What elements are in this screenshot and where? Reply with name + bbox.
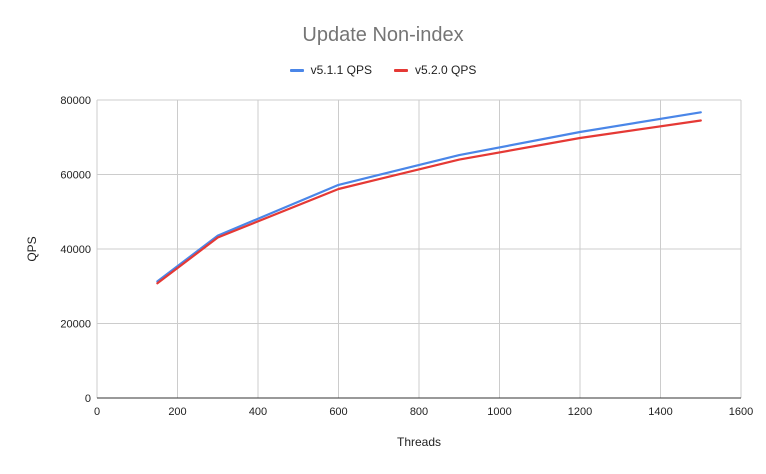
y-axis-title: QPS <box>25 236 39 261</box>
legend-swatch-v511 <box>289 68 304 72</box>
x-tick-label: 600 <box>329 406 347 418</box>
y-tick-label: 40000 <box>60 244 91 256</box>
x-tick-label: 1000 <box>487 406 511 418</box>
legend-item-v520: v5.2.0 QPS <box>394 63 476 77</box>
legend: v5.1.1 QPS v5.2.0 QPS <box>0 63 766 77</box>
x-tick-label: 1200 <box>568 406 592 418</box>
legend-swatch-v520 <box>394 68 408 72</box>
x-tick-label: 800 <box>410 406 428 418</box>
series-line-1 <box>156 119 702 285</box>
x-tick-label: 1400 <box>648 406 672 418</box>
tick-labels: 0 200 400 600 800 1000 1200 1400 1600 0 20000 40000… <box>60 95 753 418</box>
x-axis-title: Threads <box>397 435 441 449</box>
legend-item-v511: v5.1.1 QPS <box>289 63 372 77</box>
x-tick-label: 0 <box>94 406 100 418</box>
y-tick-label: 60000 <box>60 170 91 182</box>
legend-label-v520: v5.2.0 QPS <box>415 63 477 77</box>
chart-title: Update Non-index <box>302 24 464 46</box>
y-tick-label: 0 <box>85 393 91 405</box>
series-line-0 <box>156 111 702 283</box>
x-tick-label: 1600 <box>729 406 753 418</box>
x-tick-label: 200 <box>168 406 186 418</box>
series-lines <box>156 111 702 285</box>
grid-lines <box>96 99 742 399</box>
x-tick-label: 400 <box>249 406 267 418</box>
y-tick-label: 20000 <box>60 319 91 331</box>
y-tick-label: 80000 <box>60 95 91 107</box>
legend-label-v511: v5.1.1 QPS <box>310 63 372 77</box>
